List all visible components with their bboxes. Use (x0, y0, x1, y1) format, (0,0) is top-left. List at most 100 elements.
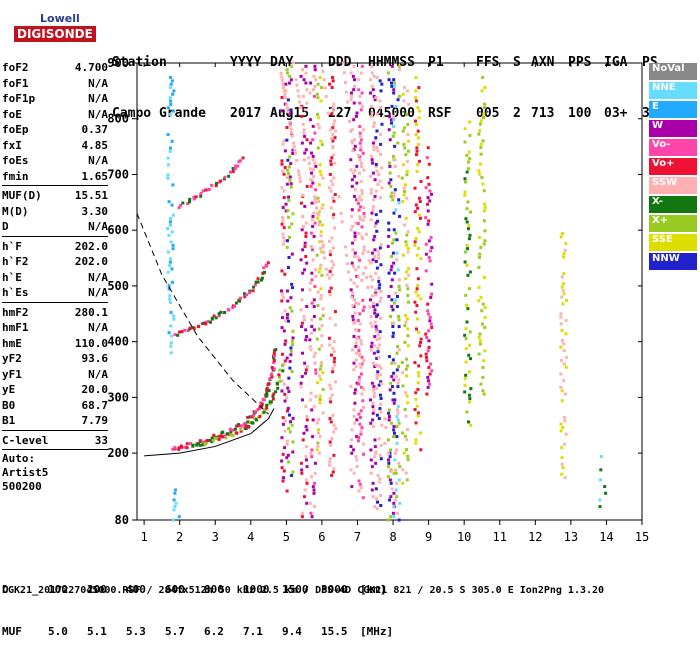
echo-point (393, 361, 397, 365)
echo-point (392, 391, 396, 395)
echo-point (289, 185, 293, 189)
echo-point (295, 159, 299, 163)
echo-point (319, 247, 323, 251)
echo-point (354, 268, 358, 272)
echo-point (395, 415, 399, 419)
echo-point (283, 166, 287, 170)
echo-point (304, 234, 308, 238)
echo-point (387, 128, 391, 132)
echo-point (280, 186, 284, 190)
trace-point (271, 394, 275, 398)
echo-point (414, 203, 418, 207)
muf-distance-table: D 100 200 400 600 800 1000 1500 3000 [km… (2, 555, 399, 653)
echo-point (352, 88, 356, 92)
echo-point (404, 471, 408, 475)
trace-point (281, 369, 285, 373)
echo-point (424, 242, 428, 246)
echo-point (347, 270, 351, 274)
echo-point (319, 364, 323, 368)
trace-point (235, 424, 239, 428)
echo-point (343, 245, 347, 249)
echo-point (167, 233, 171, 237)
echo-point (305, 138, 309, 142)
echo-point (361, 496, 365, 500)
echo-point (414, 438, 418, 442)
trace-point (223, 311, 227, 315)
echo-point (332, 350, 336, 354)
echo-point (329, 420, 333, 424)
echo-point (469, 387, 473, 391)
x-tick-label: 1 (140, 530, 147, 544)
echo-point (331, 196, 335, 200)
x-tick-label: 5 (283, 530, 290, 544)
echo-point (414, 421, 418, 425)
echo-point (371, 301, 375, 305)
echo-point (402, 451, 406, 455)
echo-point (405, 159, 409, 163)
param-name: hmF2 (2, 305, 29, 319)
echo-point (419, 340, 423, 344)
echo-point (355, 418, 359, 422)
echo-point (323, 256, 327, 260)
echo-point (168, 112, 172, 116)
echo-point (358, 422, 362, 426)
echo-point (387, 452, 391, 456)
echo-point (293, 152, 297, 156)
echo-point (369, 458, 373, 462)
echo-point (375, 303, 379, 307)
echo-point (415, 122, 419, 126)
echo-point (303, 134, 307, 138)
echo-point (372, 408, 376, 412)
echo-point (373, 455, 377, 459)
echo-point (358, 195, 362, 199)
echo-point (369, 274, 373, 278)
echo-point (360, 91, 364, 95)
echo-point (560, 389, 564, 393)
echo-point (281, 82, 285, 86)
echo-point (396, 405, 400, 409)
echo-point (370, 341, 374, 345)
echo-point (328, 290, 332, 293)
trace-point (208, 320, 212, 324)
ionogram-plot: 1 2 3 4 5 6 7 8 9 10 11 12 13 14 158020030040050060070… (107, 56, 649, 544)
echo-point (282, 236, 286, 240)
echo-point (354, 455, 358, 459)
echo-point (374, 288, 378, 292)
distance-value: 100 (48, 583, 68, 596)
echo-point (405, 196, 409, 200)
header-value: 005 (476, 106, 500, 121)
echo-point (361, 308, 365, 312)
echo-point (375, 129, 379, 133)
echo-point (350, 451, 354, 455)
echo-point (370, 71, 374, 75)
echo-point (377, 253, 381, 257)
echo-point (304, 368, 308, 372)
echo-point (468, 133, 472, 137)
trace-point (207, 187, 211, 191)
echo-point (371, 481, 375, 485)
echo-point (379, 410, 383, 414)
echo-point (483, 325, 487, 329)
echo-point (300, 468, 304, 472)
trace-point (260, 276, 264, 280)
echo-point (304, 455, 308, 459)
echo-point (375, 266, 379, 270)
echo-point (283, 96, 287, 100)
echo-point (362, 168, 366, 172)
echo-point (316, 431, 320, 435)
echo-point (319, 139, 323, 143)
echo-point (392, 88, 396, 92)
echo-point (379, 382, 383, 386)
echo-point (299, 106, 303, 110)
trace-point (223, 175, 227, 179)
echo-point (374, 487, 378, 491)
echo-point (331, 75, 335, 79)
echo-point (392, 371, 396, 375)
echo-point (286, 312, 290, 316)
echo-point (406, 327, 410, 331)
param-value: 202.0 (74, 239, 108, 253)
echo-point (303, 151, 307, 155)
echo-point (416, 411, 420, 415)
echo-point (349, 94, 353, 98)
echo-point (319, 287, 323, 291)
